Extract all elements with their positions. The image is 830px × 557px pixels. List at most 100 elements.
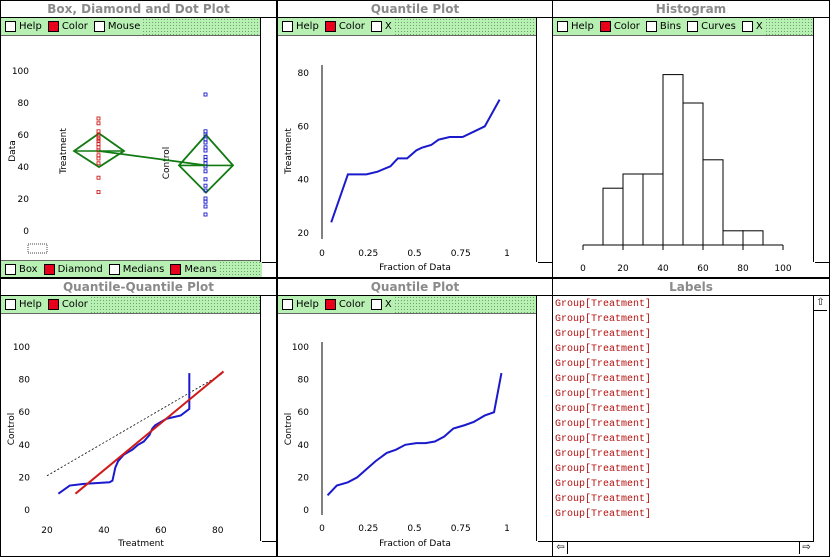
label-item[interactable]: Group[Treatment] (555, 434, 652, 445)
checkbox-icon (741, 21, 753, 32)
vertical-scrollbar[interactable]: ⇧ (813, 296, 829, 541)
label-item[interactable]: Group[Treatment] (555, 479, 652, 490)
x-tick-label: 20 (41, 526, 53, 536)
x-axis-label: Fraction of Data (379, 263, 451, 273)
vertical-scrollbar[interactable] (536, 18, 552, 262)
label-item[interactable]: Group[Treatment] (555, 494, 652, 505)
data-point-control (203, 158, 208, 163)
toolbar-checkbox-medians[interactable]: Medians (108, 261, 165, 277)
toolbar-label: Medians (122, 264, 165, 275)
horizontal-scrollbar[interactable] (262, 541, 276, 556)
toolbar-checkbox-help[interactable]: Help (282, 296, 319, 313)
label-item[interactable]: Group[Treatment] (555, 509, 652, 520)
label-item[interactable]: Group[Treatment] (555, 389, 652, 400)
toolbar-checkbox-help[interactable]: Help (557, 18, 594, 35)
toolbar-checkbox-help[interactable]: Help (5, 18, 42, 35)
quantile-line (330, 99, 501, 223)
y-tick-label: 40 (19, 441, 31, 451)
toolbar-checkbox-color[interactable]: Color (324, 296, 365, 313)
scroll-right-arrow[interactable]: ⇨ (799, 542, 813, 554)
toolbar-label: Help (19, 21, 42, 32)
toolbar-checkbox-diamond[interactable]: Diamond (43, 261, 103, 277)
y-axis-label: Control (284, 413, 294, 446)
checkbox-icon (645, 21, 657, 32)
toolbar-checkbox-color[interactable]: Color (599, 18, 640, 35)
toolbar-checkbox-help[interactable]: Help (282, 18, 319, 35)
toolbar-label: X (755, 21, 763, 32)
checkbox-icon (5, 264, 16, 275)
toolbar-checkbox-curves[interactable]: Curves (687, 18, 736, 35)
label-item[interactable]: Group[Treatment] (555, 404, 652, 415)
quantile-plot-bottom-panel: Quantile Plot Help Color X 0 20 40 60 80 100 0 0.… (277, 278, 553, 557)
panel-title: Quantile-Quantile Plot (1, 279, 276, 296)
scroll-left-arrow[interactable]: ⇦ (554, 542, 568, 554)
checkbox-icon (324, 299, 336, 310)
horizontal-scrollbar[interactable] (538, 541, 552, 556)
vertical-scrollbar[interactable] (260, 296, 276, 541)
toolbar-label: Bins (659, 21, 682, 32)
quantile-top-chart: 20 40 60 80 0 0.25 0.5 0.75 1 Fraction of Data Tre… (284, 65, 510, 273)
panel-toolbar: Help Color Mouse (1, 18, 262, 36)
vertical-scrollbar[interactable] (536, 296, 552, 541)
toolbar-checkbox-box[interactable]: Box (5, 261, 38, 277)
toolbar-checkbox-x[interactable]: X (741, 18, 763, 35)
toolbar-checkbox-x[interactable]: X (370, 18, 392, 35)
toolbar-label: Color (61, 21, 88, 32)
label-item[interactable]: Group[Treatment] (555, 344, 652, 355)
toolbar-checkbox-x[interactable]: X (370, 296, 392, 313)
toolbar-checkbox-mouse[interactable]: Mouse (93, 18, 140, 35)
toolbar-label: Help (296, 21, 319, 32)
label-item[interactable]: Group[Treatment] (555, 374, 652, 385)
quantile-plot-top-panel: Quantile Plot Help Color X 20 40 60 80 0 0.25 0.… (277, 0, 553, 278)
y-tick-label: 20 (19, 473, 31, 483)
histogram-bar (682, 102, 704, 246)
toolbar-checkbox-help[interactable]: Help (5, 296, 42, 313)
toolbar-checkbox-color[interactable]: Color (47, 18, 88, 35)
y-tick-label: 20 (298, 229, 310, 239)
label-item[interactable]: Group[Treatment] (555, 464, 652, 475)
x-tick-label: 40 (98, 526, 110, 536)
x-tick-label: 40 (657, 264, 669, 274)
label-item[interactable]: Group[Treatment] (555, 359, 652, 370)
toolbar-label: Help (19, 299, 42, 310)
label-item[interactable]: Group[Treatment] (555, 299, 652, 310)
toolbar-checkbox-means[interactable]: Means (170, 261, 217, 277)
toolbar-label: Means (184, 264, 217, 275)
vertical-scrollbar[interactable] (813, 18, 829, 262)
label-item[interactable]: Group[Treatment] (555, 449, 652, 460)
label-item[interactable]: Group[Treatment] (555, 419, 652, 430)
category-label-treatment: Treatment (59, 128, 69, 175)
label-item[interactable]: Group[Treatment] (555, 314, 652, 325)
horizontal-scrollbar[interactable] (262, 262, 276, 277)
checkbox-icon (43, 264, 55, 275)
horizontal-scrollbar[interactable] (815, 262, 829, 277)
toolbar-checkbox-color[interactable]: Color (324, 18, 365, 35)
panel-toolbar: Help Color Bins Curves X (553, 18, 815, 36)
label-item[interactable]: Group[Treatment] (555, 329, 652, 340)
data-point-control (203, 212, 208, 217)
data-point-control (203, 177, 208, 182)
data-point-control (203, 204, 208, 209)
data-point-control (203, 169, 208, 174)
y-tick-label: 40 (298, 176, 310, 186)
checkbox-icon (282, 299, 293, 310)
data-point-treatment (96, 190, 101, 195)
panel-title: Labels (553, 279, 829, 296)
panel-title: Box, Diamond and Dot Plot (1, 1, 276, 18)
x-tick-label: 100 (774, 264, 791, 274)
toolbar-label: Help (296, 299, 319, 310)
x-tick-label: 60 (155, 526, 167, 536)
horizontal-scrollbar[interactable] (538, 262, 552, 277)
horizontal-scrollbar[interactable]: ⇦ ⇨ (553, 541, 814, 556)
vertical-scrollbar[interactable] (260, 18, 276, 262)
x-tick-label: 1 (504, 249, 510, 259)
x-tick-label: 60 (697, 264, 709, 274)
checkbox-icon (93, 21, 105, 32)
scroll-up-arrow[interactable]: ⇧ (814, 297, 827, 311)
toolbar-checkbox-bins[interactable]: Bins (645, 18, 682, 35)
y-tick-label: 20 (18, 195, 30, 205)
toolbar-label: X (384, 21, 392, 32)
means-connector (98, 150, 207, 167)
data-point-treatment (96, 161, 101, 166)
toolbar-checkbox-color[interactable]: Color (47, 296, 88, 313)
